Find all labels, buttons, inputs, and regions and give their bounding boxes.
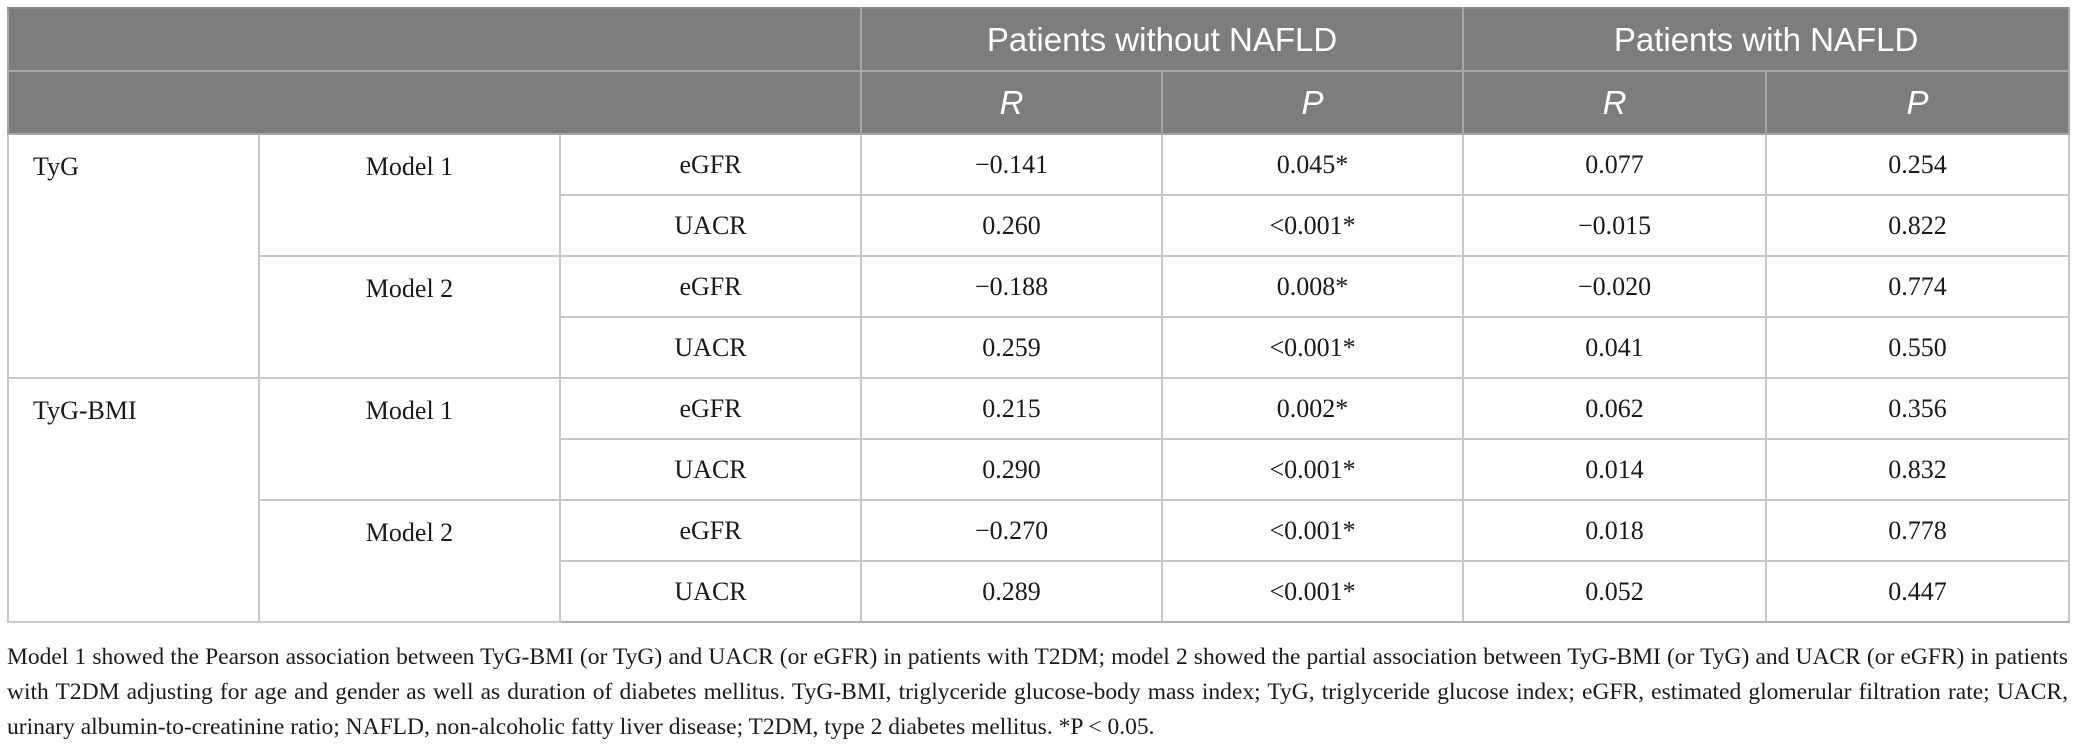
r-without-cell: 0.290: [860, 438, 1164, 501]
table-row: UACR 0.289 <0.001* 0.052 0.447: [8, 560, 2071, 623]
p-with-cell: 0.832: [1765, 438, 2071, 501]
r-with-cell: −0.020: [1462, 255, 1768, 318]
table-row: Model 2 eGFR −0.270 <0.001* 0.018 0.778: [8, 499, 2071, 623]
header-p-without: P: [1161, 70, 1465, 135]
header-r-without: R: [860, 70, 1164, 135]
p-with-cell: 0.447: [1765, 560, 2071, 623]
table-row: UACR 0.290 <0.001* 0.014 0.832: [8, 438, 2071, 501]
p-without-cell: 0.008*: [1161, 255, 1465, 318]
r-without-cell: −0.188: [860, 255, 1164, 318]
indicator-cell: TyG: [7, 133, 260, 379]
r-without-cell: 0.259: [860, 316, 1164, 379]
r-with-cell: 0.014: [1462, 438, 1768, 501]
header-blank-cell: [6, 70, 863, 135]
model-cell: Model 1: [258, 133, 561, 257]
p-without-cell: 0.045*: [1161, 133, 1465, 196]
p-with-cell: 0.822: [1765, 194, 2071, 257]
table-body: TyG Model 1 eGFR −0.141 0.045* 0.077 0.2…: [7, 133, 2071, 623]
p-without-cell: <0.001*: [1161, 560, 1465, 623]
p-without-cell: 0.002*: [1161, 377, 1465, 440]
variable-cell: eGFR: [558, 255, 863, 318]
r-without-cell: 0.289: [860, 560, 1164, 623]
p-without-cell: <0.001*: [1161, 499, 1465, 562]
variable-cell: UACR: [558, 560, 863, 623]
header-without-nafld: Patients without NAFLD: [860, 7, 1465, 72]
r-with-cell: 0.041: [1462, 316, 1768, 379]
p-with-cell: 0.356: [1765, 377, 2071, 440]
variable-cell: eGFR: [558, 133, 863, 196]
model-cell: Model 1: [258, 377, 561, 501]
model-cell: Model 2: [258, 499, 561, 623]
table-row: TyG Model 1 eGFR −0.141 0.045* 0.077 0.2…: [7, 133, 2071, 379]
r-without-cell: −0.141: [860, 133, 1164, 196]
r-without-cell: 0.260: [860, 194, 1164, 257]
r-without-cell: −0.270: [860, 499, 1164, 562]
table-row: UACR 0.260 <0.001* −0.015 0.822: [8, 194, 2071, 257]
table-row: Model 2 eGFR −0.188 0.008* −0.020 0.774: [8, 255, 2071, 379]
p-with-cell: 0.774: [1765, 255, 2071, 318]
table-header: Patients without NAFLD Patients with NAF…: [6, 7, 2071, 135]
r-with-cell: −0.015: [1462, 194, 1768, 257]
table-footnote: Model 1 showed the Pearson association b…: [7, 644, 2068, 740]
variable-cell: UACR: [558, 316, 863, 379]
header-p-with: P: [1765, 70, 2071, 135]
variable-cell: eGFR: [558, 377, 863, 440]
correlation-table: Patients without NAFLD Patients with NAF…: [6, 7, 2071, 623]
header-group-row: Patients without NAFLD Patients with NAF…: [6, 7, 2071, 72]
p-without-cell: <0.001*: [1161, 316, 1465, 379]
model-cell: Model 2: [258, 255, 561, 379]
p-without-cell: <0.001*: [1161, 194, 1465, 257]
p-with-cell: 0.550: [1765, 316, 2071, 379]
r-with-cell: 0.062: [1462, 377, 1768, 440]
header-stat-row: R P R P: [6, 70, 2071, 135]
results-table-container: Patients without NAFLD Patients with NAF…: [6, 7, 2071, 623]
variable-cell: eGFR: [558, 499, 863, 562]
header-r-with: R: [1462, 70, 1768, 135]
header-with-nafld: Patients with NAFLD: [1462, 7, 2071, 72]
table-row: UACR 0.259 <0.001* 0.041 0.550: [8, 316, 2071, 379]
p-with-cell: 0.778: [1765, 499, 2071, 562]
header-blank-cell: [6, 7, 863, 72]
variable-cell: UACR: [558, 194, 863, 257]
table-row: TyG-BMI Model 1 eGFR 0.215 0.002* 0.062 …: [7, 377, 2071, 623]
variable-cell: UACR: [558, 438, 863, 501]
r-with-cell: 0.018: [1462, 499, 1768, 562]
r-with-cell: 0.077: [1462, 133, 1768, 196]
r-with-cell: 0.052: [1462, 560, 1768, 623]
p-with-cell: 0.254: [1765, 133, 2071, 196]
r-without-cell: 0.215: [860, 377, 1164, 440]
indicator-cell: TyG-BMI: [7, 377, 260, 623]
p-without-cell: <0.001*: [1161, 438, 1465, 501]
